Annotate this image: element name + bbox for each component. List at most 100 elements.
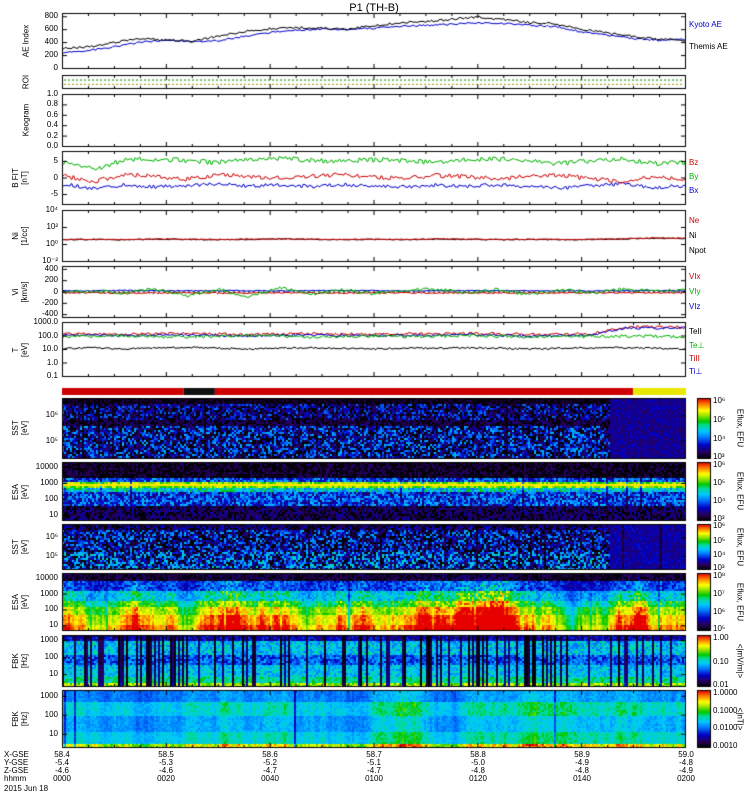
colorbar-tick-label-esa_e: 10⁸ (713, 570, 726, 580)
colorbar-tick-label-sst_e: 10⁵ (713, 535, 726, 545)
colorbar-title-esa-ions: Eflux, EFU (735, 471, 745, 511)
y-tick-label-bfit: -5 (50, 189, 58, 199)
bottom-value-x-gse: 58.6 (262, 750, 278, 759)
bottom-value-hhmm: 0040 (261, 774, 279, 783)
legend-kyoto-ae: Kyoto AE (689, 20, 722, 29)
y-tick-label-ae: 400 (44, 37, 58, 47)
y-tick-label-temp: 1.0 (46, 357, 58, 367)
legend-npot: Npot (689, 246, 706, 255)
y-tick-label-vel: -200 (41, 297, 58, 307)
y-tick-label-fbk_b: 1000 (40, 690, 58, 700)
colorbar-tick-label-fbk_b: 0.1000 (713, 705, 738, 715)
colorbar-tick-label-fbk_e: 0.10 (713, 656, 729, 666)
y-tick-label-esa_i: 10 (49, 510, 58, 520)
legend-teperp: Te⊥ (689, 341, 705, 350)
colorbar-tick-label-fbk_e: 1.00 (713, 632, 729, 642)
bottom-value-hhmm: 0100 (365, 774, 383, 783)
y-tick-label-vel: 200 (44, 275, 58, 285)
y-tick-label-ae: 600 (44, 24, 58, 34)
bottom-value-hhmm: 0200 (677, 774, 695, 783)
colorbar-tick-label-sst_e: 10³ (713, 563, 725, 573)
bottom-value-y-gse: -5.0 (471, 758, 485, 767)
y-tick-label-esa_e: 10000 (35, 572, 58, 582)
y-tick-label-ae: 0 (53, 63, 58, 72)
colorbar-tick-label-fbk_e: 0.01 (713, 679, 729, 689)
y-tick-label-keo: 0.2 (46, 130, 58, 140)
colorbar-tick-label-sst_i: 10⁶ (713, 396, 726, 405)
legend-tipar: TiII (689, 354, 700, 363)
colorbar-tick-label-sst_e: 10⁶ (713, 521, 726, 531)
y-tick-label-sst_i: 10⁵ (45, 435, 58, 445)
y-tick-label-vel: -400 (41, 309, 58, 319)
y-tick-label-bfit: 5 (53, 155, 58, 165)
date-label: 2015 Jun 18 (4, 784, 49, 793)
bottom-value-z-gse: -4.7 (367, 766, 381, 775)
colorbar-tick-label-sst_e: 10⁴ (713, 549, 726, 559)
y-tick-label-keo: 0.8 (46, 99, 58, 109)
colorbar-tick-label-sst_i: 10⁵ (713, 415, 726, 425)
y-tick-label-ni: 10⁻² (42, 256, 58, 265)
bottom-value-x-gse: 58.5 (158, 750, 174, 759)
y-tick-label-sst_i: 10⁶ (45, 410, 58, 420)
colorbar-tick-label-sst_i: 10⁴ (713, 433, 726, 443)
bottom-value-z-gse: -4.6 (55, 766, 69, 775)
y-tick-label-ni: 10² (46, 221, 58, 231)
bottom-value-z-gse: -4.9 (679, 766, 693, 775)
colorbar-title-sst-electrons: Eflux, EFU (735, 527, 745, 567)
legend-viz: VIz (689, 302, 701, 311)
y-tick-label-esa_i: 100 (44, 494, 58, 504)
colorbar-tick-label-esa_i: 10⁵ (713, 478, 726, 488)
bottom-value-z-gse: -4.6 (159, 766, 173, 775)
legend-viy: VIy (689, 287, 701, 296)
bottom-value-y-gse: -4.9 (575, 758, 589, 767)
bottom-value-x-gse: 58.8 (470, 750, 486, 759)
bottom-value-z-gse: -4.8 (471, 766, 485, 775)
legend-bz: Bz (689, 158, 699, 167)
colorbar-tick-label-esa_e: 10⁵ (713, 623, 726, 633)
y-tick-label-sst_e: 10⁵ (45, 550, 58, 560)
y-tick-label-keo: 0.0 (46, 141, 58, 150)
ylabel-sst-ions: SST [eV] (11, 420, 29, 436)
colorbar-tick-label-esa_i: 10³ (713, 513, 725, 523)
bottom-value-y-gse: -4.8 (679, 758, 693, 767)
y-tick-label-ae: 800 (44, 11, 58, 21)
y-tick-label-ni: 10⁴ (45, 205, 58, 214)
y-tick-label-vel: 0 (53, 286, 58, 296)
y-tick-label-fbk_b: 10 (49, 728, 58, 738)
bottom-value-hhmm: 0020 (157, 774, 175, 783)
bottom-value-z-gse: -4.8 (575, 766, 589, 775)
y-tick-label-ni: 10⁰ (45, 239, 58, 249)
y-tick-label-fbk_e: 1000 (40, 635, 58, 645)
y-tick-label-fbk_e: 10 (49, 669, 58, 679)
legend-ne: Ne (689, 216, 700, 225)
legend-themis-ae: Themis AE (689, 42, 728, 51)
y-tick-label-vel: 400 (44, 263, 58, 273)
legend-tiperp: Ti⊥ (689, 367, 703, 376)
y-tick-label-temp: 1000.0 (33, 317, 58, 326)
y-tick-label-esa_e: 100 (44, 604, 58, 614)
y-tick-label-bfit: 0 (53, 172, 58, 182)
y-tick-label-esa_i: 1000 (40, 477, 58, 487)
bottom-value-y-gse: -5.4 (55, 758, 69, 767)
y-tick-label-ae: 200 (44, 50, 58, 60)
bottom-value-z-gse: -4.7 (263, 766, 277, 775)
bottom-value-x-gse: 58.9 (574, 750, 590, 759)
colorbar-tick-label-fbk_b: 0.0010 (713, 740, 738, 750)
colorbar-tick-label-esa_e: 10⁷ (713, 589, 725, 599)
y-tick-label-temp: 10.0 (42, 344, 58, 353)
bottom-value-y-gse: -5.3 (159, 758, 173, 767)
y-tick-label-fbk_e: 100 (44, 652, 58, 662)
legend-vix: VIx (689, 272, 701, 281)
colorbar-tick-label-fbk_b: 1.0000 (713, 687, 738, 697)
bottom-value-hhmm: 0140 (573, 774, 591, 783)
y-tick-label-fbk_b: 100 (44, 709, 58, 719)
bottom-value-y-gse: -5.1 (367, 758, 381, 767)
colorbar-tick-label-fbk_b: 0.0100 (713, 723, 738, 733)
ephem-row-label-ygse: Y-GSE (4, 758, 29, 767)
y-tick-label-esa_e: 10 (49, 620, 58, 630)
y-tick-label-keo: 0.6 (46, 109, 58, 119)
ylabel-roi: ROI (21, 74, 31, 90)
colorbar-title-esa-electrons: Eflux, EFU (735, 582, 745, 622)
y-tick-label-keo: 1.0 (46, 89, 58, 98)
